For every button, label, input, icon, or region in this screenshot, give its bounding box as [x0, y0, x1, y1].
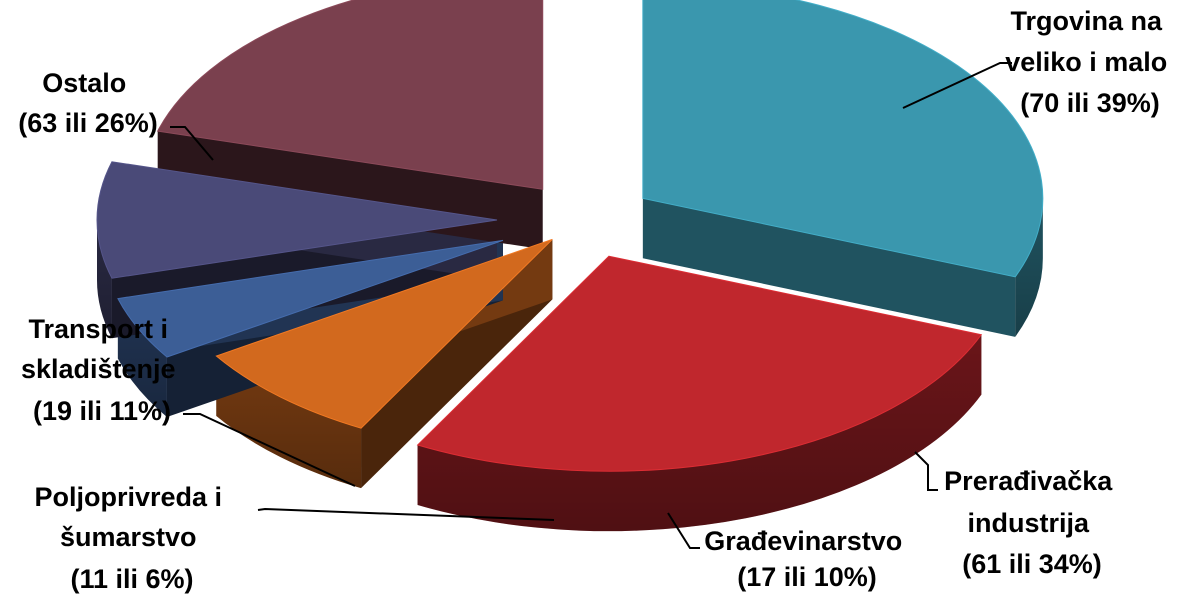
leader-ostalo: [170, 126, 214, 161]
slice-tops: [96, 0, 1044, 472]
labels: Trgovina na veliko i malo (70 ili 39%) P…: [18, 6, 1175, 594]
slice-top-gradevinarstvo: [215, 238, 553, 429]
leader-preradivacka: [914, 451, 938, 491]
label-trgovina: Trgovina na veliko i malo (70 ili 39%): [1005, 6, 1175, 118]
slice-top-preradivacka: [416, 255, 983, 472]
slice-top-transport: [96, 161, 498, 279]
slice-rim-shade-preradivacka: [417, 334, 982, 532]
slice-rim-shade-trgovina: [1015, 198, 1043, 337]
leader-poljoprivreda: [257, 507, 555, 521]
leader-gradevinarstvo: [667, 512, 700, 549]
label-transport: Transport i skladištenje (19 ili 11%): [21, 314, 183, 426]
leader-transport: [183, 413, 356, 487]
slice-top-ostalo: [156, 0, 544, 190]
slice-wall-trgovina-end: [642, 198, 1016, 337]
leader-lines: [170, 62, 1012, 549]
leader-trgovina: [902, 62, 1012, 109]
label-gradevinarstvo: Građevinarstvo (17 ili 10%): [704, 526, 910, 592]
slice-rim-shade-gradevinarstvo: [216, 356, 362, 489]
label-ostalo: Ostalo (63 ili 26%): [18, 68, 158, 138]
slice-top-poljoprivreda: [117, 239, 504, 358]
label-preradivacka: Prerađivačka industrija (61 ili 34%): [944, 466, 1120, 579]
label-poljoprivreda: Poljoprivreda i šumarstvo (11 ili 6%): [34, 482, 229, 594]
slice-top-trgovina: [642, 0, 1044, 278]
